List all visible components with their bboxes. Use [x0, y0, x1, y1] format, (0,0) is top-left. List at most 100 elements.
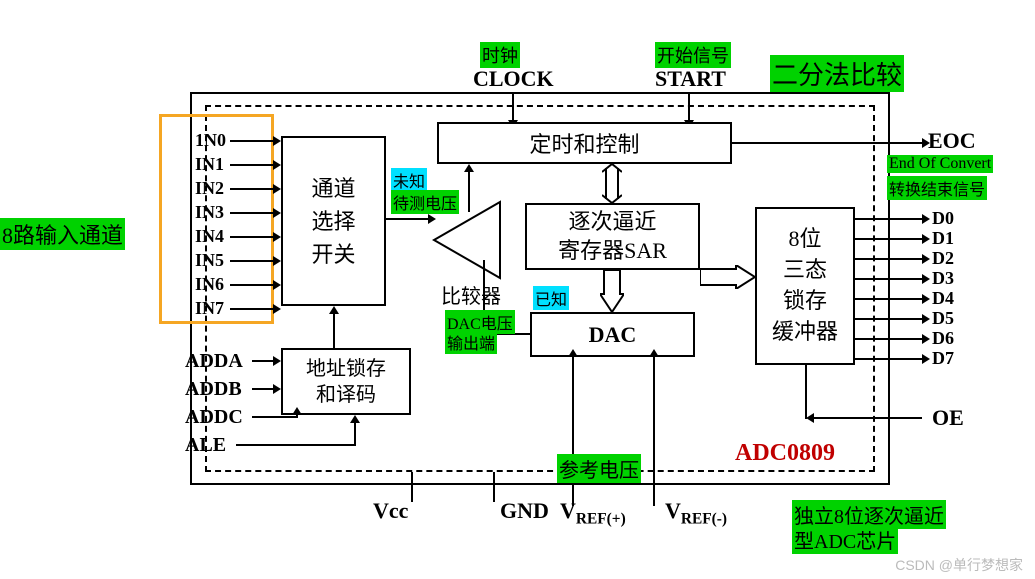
wire-sar-latch [700, 265, 755, 289]
pin-oe: OE [932, 405, 964, 431]
wire-timing-sar [602, 164, 622, 203]
pin-d2: D2 [932, 248, 954, 269]
wire-addc-h [252, 416, 298, 418]
pin-gnd: GND [500, 498, 549, 524]
block-timing: 定时和控制 [437, 122, 732, 164]
pin-addb: ADDB [185, 378, 242, 401]
adc0809-block-diagram: 时钟 开始信号 二分法比较 CLOCK START 定时和控制 EOC End … [0, 0, 1035, 579]
pin-d0: D0 [932, 208, 954, 229]
wire-ale-v [354, 423, 356, 446]
block-dac: DAC [530, 312, 695, 357]
watermark: CSDN @单行梦想家 [895, 555, 1023, 575]
anno-start: 开始信号 [655, 42, 731, 68]
label-addr2: 和译码 [316, 382, 376, 408]
label-latch3: 锁存 [783, 286, 827, 317]
label-mux3: 开关 [311, 238, 355, 271]
wire-in3 [230, 212, 273, 214]
wire-in7 [230, 308, 273, 310]
pin-addc: ADDC [185, 406, 243, 429]
wire-addb [252, 388, 273, 390]
wire-d7 [855, 358, 922, 360]
wire-in0 [230, 140, 273, 142]
pin-in0: 1N0 [195, 130, 226, 151]
wire-oe-v [805, 365, 807, 419]
wire-sar-down [600, 270, 624, 312]
pin-d6: D6 [932, 328, 954, 349]
pin-in2: IN2 [195, 178, 224, 199]
anno-chip2: 型ADC芯片 [792, 525, 898, 554]
wire-addr-mux [333, 314, 335, 348]
pin-clock: CLOCK [473, 66, 554, 92]
wire-in6 [230, 284, 273, 286]
block-latch: 8位 三态 锁存 缓冲器 [755, 207, 855, 365]
wire-start [688, 92, 690, 120]
pin-start: START [655, 66, 726, 92]
wire-clock [512, 92, 514, 120]
label-dac: DAC [589, 322, 637, 348]
wire-in1 [230, 164, 273, 166]
label-sar2: 寄存器SAR [558, 237, 667, 266]
block-mux: 通道 选择 开关 [281, 136, 386, 306]
pin-in4: IN4 [195, 226, 224, 247]
wire-d6 [855, 338, 922, 340]
label-timing: 定时和控制 [529, 127, 639, 159]
anno-8ch: 8路输入通道 [0, 218, 125, 250]
label-comparator: 比较器 [441, 280, 501, 309]
wire-d5 [855, 318, 922, 320]
pin-d1: D1 [932, 228, 954, 249]
pin-d7: D7 [932, 348, 954, 369]
pin-ale: ALE [185, 434, 226, 457]
anno-known: 已知 [533, 286, 569, 310]
wire-oe [814, 417, 922, 419]
wire-addc-v [296, 415, 298, 418]
pin-vrefn: VREF(-) [665, 498, 727, 528]
label-mux2: 选择 [311, 205, 355, 238]
pin-in1: IN1 [195, 154, 224, 175]
block-sar: 逐次逼近 寄存器SAR [525, 203, 700, 270]
pin-vcc: Vcc [373, 498, 408, 524]
pin-in7: IN7 [195, 298, 224, 319]
wire-vcc [411, 472, 413, 502]
anno-eoc1: End Of Convert [887, 155, 993, 173]
label-latch2: 三态 [783, 255, 827, 286]
anno-binary: 二分法比较 [770, 55, 904, 92]
wire-d4 [855, 298, 922, 300]
wire-d1 [855, 238, 922, 240]
wire-in4 [230, 236, 273, 238]
comparator-shape [432, 200, 502, 280]
pin-d3: D3 [932, 268, 954, 289]
wire-in5 [230, 260, 273, 262]
wire-d0 [855, 218, 922, 220]
wire-ale-h [236, 444, 356, 446]
pin-d5: D5 [932, 308, 954, 329]
wire-gnd [493, 472, 495, 502]
wire-in2 [230, 188, 273, 190]
anno-clock: 时钟 [480, 42, 520, 68]
pin-d4: D4 [932, 288, 954, 309]
wire-eoc [732, 142, 922, 144]
wire-vrefp [572, 357, 574, 506]
label-latch1: 8位 [788, 224, 821, 255]
anno-vref: 参考电压 [557, 454, 641, 483]
wire-d2 [855, 258, 922, 260]
label-latch4: 缓冲器 [772, 317, 838, 348]
pin-in6: IN6 [195, 274, 224, 295]
label-mux1: 通道 [311, 172, 355, 205]
label-sar1: 逐次逼近 [568, 208, 656, 237]
wire-d3 [855, 278, 922, 280]
chip-name: ADC0809 [735, 440, 835, 467]
pin-in5: IN5 [195, 250, 224, 271]
block-addr: 地址锁存 和译码 [281, 348, 411, 415]
pin-eoc: EOC [928, 128, 976, 154]
anno-dacout2: 输出端 [445, 330, 497, 354]
wire-mux-out [386, 218, 428, 220]
wire-comp-timing [468, 172, 470, 212]
pin-adda: ADDA [185, 350, 243, 373]
pin-vrefp: VREF(+) [560, 498, 626, 528]
anno-unknown: 未知 [391, 168, 427, 192]
anno-eoc2: 转换结束信号 [887, 176, 987, 200]
wire-vrefn [653, 357, 655, 506]
pin-in3: IN3 [195, 202, 224, 223]
label-addr1: 地址锁存 [306, 356, 386, 382]
wire-adda [252, 360, 273, 362]
